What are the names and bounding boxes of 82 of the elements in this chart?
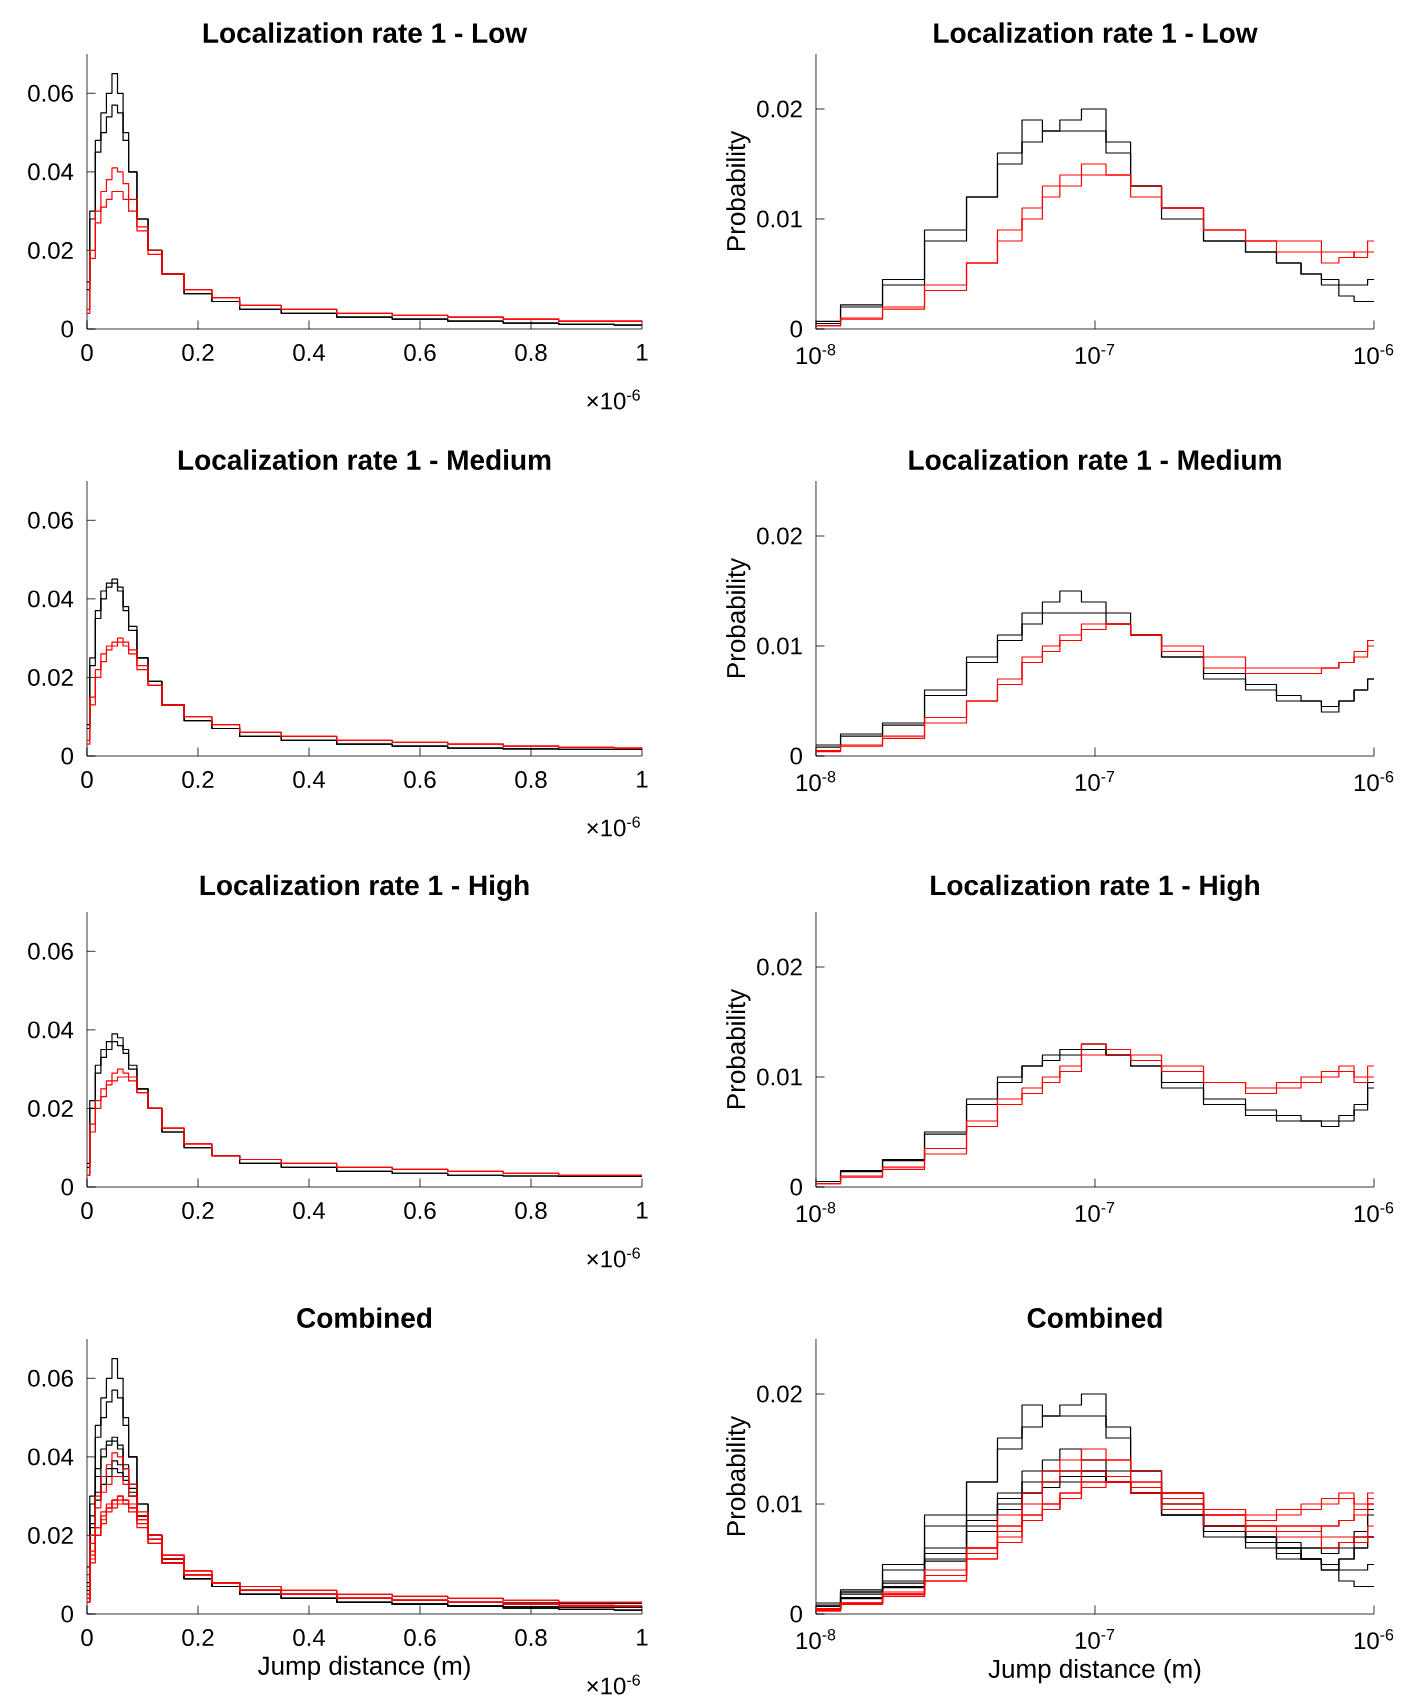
y-tick-label: 0.01 — [757, 210, 802, 228]
x-axis-title: Jump distance (m) — [988, 1658, 1201, 1684]
y-tick-label: 0 — [790, 1605, 802, 1623]
x-tick-label: 10$^{-7}$ — [1075, 1202, 1115, 1223]
y-tick-label: 0.04 — [28, 590, 74, 608]
y-tick-label: 0 — [61, 1605, 74, 1623]
chart-title: Combined — [297, 1307, 432, 1328]
y-tick-label: 0.02 — [28, 668, 73, 686]
x-tick-label: 0.6 — [404, 1629, 436, 1647]
x-tick-label: 0 — [81, 1629, 93, 1647]
x-tick-label: 0.2 — [182, 344, 214, 362]
x-tick-label: 10$^{-6}$ — [1354, 344, 1394, 365]
x-tick-label: 0 — [81, 344, 93, 362]
x-tick-label: 0.8 — [515, 344, 547, 362]
x-tick-label: 0.4 — [293, 1629, 325, 1647]
x-tick-label: 10$^{-6}$ — [1354, 771, 1394, 792]
x-tick-label: 0 — [81, 1202, 93, 1220]
y-tick-label: 0.01 — [757, 1495, 802, 1513]
x-tick-label: 10$^{-8}$ — [796, 771, 836, 792]
chart-title: Localization rate 1 - Medium — [178, 449, 551, 470]
x-tick-label: 0.8 — [515, 1202, 547, 1220]
y-tick-label: 0 — [790, 320, 802, 338]
x-tick-label: 10$^{-7}$ — [1075, 1629, 1115, 1650]
x-tick-label: 10$^{-8}$ — [796, 1202, 836, 1223]
chart-title: Localization rate 1 - High — [931, 874, 1259, 901]
x-tick-label: 10$^{-6}$ — [1354, 1629, 1394, 1650]
y-tick-label: 0.02 — [757, 1385, 802, 1403]
x-tick-label: 1 — [637, 771, 648, 788]
x-tick-label: 0.2 — [182, 1202, 214, 1220]
chart-title: Combined — [1027, 1307, 1162, 1328]
chart-title: Localization rate 1 - Low — [934, 22, 1258, 43]
x-tick-label: 0.2 — [182, 771, 214, 789]
chart-title: Localization rate 1 - Low — [203, 22, 528, 43]
chart-title: Localization rate 1 - High — [200, 874, 529, 901]
chart-title: Localization rate 1 - Medium — [909, 449, 1281, 470]
x-tick-label: 10$^{-7}$ — [1075, 771, 1115, 792]
x-tick-label: 0.8 — [515, 771, 547, 789]
text: ×10$^{-6}$ — [587, 1674, 640, 1695]
x-tick-label: 0.8 — [515, 1629, 547, 1647]
y-tick-label: 0 — [790, 1178, 802, 1196]
y-tick-label: 0.06 — [28, 511, 73, 529]
x-tick-label: 0.6 — [404, 1202, 436, 1220]
y-tick-label: 0.06 — [28, 1369, 73, 1387]
y-axis-title: Probability — [726, 557, 751, 678]
text: ×10$^{-6}$ — [587, 389, 640, 410]
y-tick-label: 0.02 — [757, 958, 802, 976]
x-tick-label: 10$^{-7}$ — [1075, 344, 1115, 364]
y-tick-label: 0 — [790, 747, 802, 765]
y-tick-label: 0.02 — [28, 1526, 73, 1544]
y-axis-title: Probability — [726, 1415, 751, 1536]
x-axis-title: Jump distance (m) — [257, 1655, 470, 1681]
text: ×10$^{-6}$ — [587, 816, 640, 837]
y-tick-label: 0 — [61, 320, 74, 338]
x-tick-label: 10$^{-8}$ — [796, 344, 836, 365]
y-axis-title: Probability — [726, 130, 751, 251]
y-axis-title: Probability — [726, 988, 751, 1109]
x-tick-label: 0.2 — [182, 1629, 214, 1647]
y-tick-label: 0 — [61, 747, 74, 765]
x-tick-label: 0.4 — [293, 344, 325, 362]
y-tick-label: 0.01 — [757, 637, 802, 655]
x-tick-label: 1 — [637, 1202, 648, 1219]
x-tick-label: 10$^{-6}$ — [1354, 1202, 1394, 1223]
x-tick-label: 1 — [637, 344, 648, 361]
y-tick-label: 0.02 — [28, 1099, 73, 1117]
x-tick-label: 0.6 — [404, 771, 436, 789]
y-tick-label: 0 — [61, 1178, 74, 1196]
y-tick-label: 0.04 — [28, 1021, 74, 1039]
y-tick-label: 0.04 — [28, 163, 74, 181]
y-tick-label: 0.06 — [28, 84, 73, 102]
x-tick-label: 0.6 — [404, 344, 436, 362]
y-tick-label: 0.02 — [757, 100, 802, 118]
x-tick-label: 0.4 — [293, 1202, 325, 1220]
x-tick-label: 1 — [637, 1629, 648, 1646]
x-tick-label: 0.4 — [293, 771, 325, 789]
y-tick-label: 0.06 — [28, 942, 73, 960]
y-tick-label: 0.04 — [28, 1448, 74, 1466]
y-tick-label: 0.02 — [28, 241, 73, 259]
text: ×10$^{-6}$ — [587, 1247, 640, 1268]
x-tick-label: 10$^{-8}$ — [796, 1629, 836, 1650]
y-tick-label: 0.01 — [757, 1068, 802, 1086]
x-tick-label: 0 — [81, 771, 93, 789]
y-tick-label: 0.02 — [757, 527, 802, 545]
